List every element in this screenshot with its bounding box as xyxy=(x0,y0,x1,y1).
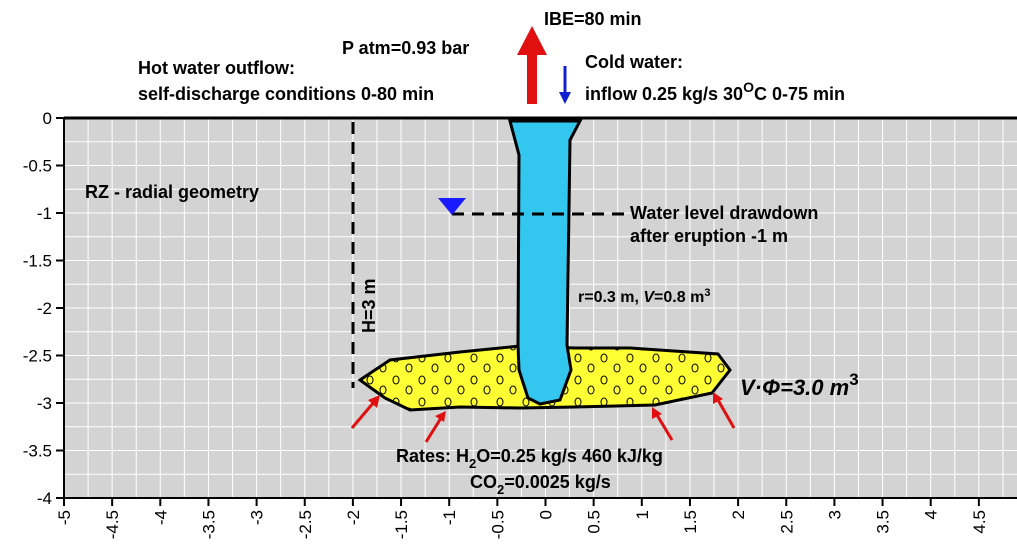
x-tick-label: 4 xyxy=(922,510,941,519)
cold-water-label-line2: inflow 0.25 kg/s 30OC 0-75 min xyxy=(585,79,845,104)
x-axis: -5 -4.5 -4 -3.5 -3 -2.5 -2 -1.5 -1 -0.5 0 0.5 1 1.5 2 2… xyxy=(55,498,989,539)
x-tick-label: 2.5 xyxy=(777,510,796,534)
y-tick-label: -1 xyxy=(37,204,52,223)
patm-label: P atm=0.93 bar xyxy=(342,38,469,58)
x-tick-label: 3.5 xyxy=(874,510,893,534)
y-tick-label: -2 xyxy=(37,299,52,318)
hot-water-label-line1: Hot water outflow: xyxy=(138,58,295,78)
x-tick-label: 0.5 xyxy=(585,510,604,534)
well-radius-label: r=0.3 m, V=0.8 m3 xyxy=(578,287,710,306)
x-tick-label: 1 xyxy=(633,510,652,519)
rates-label: Rates: H2O=0.25 kg/s 460 kJ/kg xyxy=(396,446,663,471)
x-tick-label: -1 xyxy=(440,510,459,525)
x-tick-label: -4 xyxy=(151,510,170,525)
y-tick-label: -3.5 xyxy=(23,442,52,461)
y-tick-label: -4 xyxy=(37,489,52,508)
rate-arrows xyxy=(350,392,736,443)
water-level-marker xyxy=(438,198,466,215)
y-tick-label: 0 xyxy=(43,109,52,128)
reservoir-volume-label: V·Φ=3.0 m3 xyxy=(740,370,859,400)
hot-water-label-line2: self-discharge conditions 0-80 min xyxy=(138,84,434,104)
x-tick-label: 0 xyxy=(537,510,556,519)
x-tick-label: 1.5 xyxy=(681,510,700,534)
ibe-label: IBE=80 min xyxy=(544,9,642,29)
well-column xyxy=(508,119,583,406)
x-tick-label: 3 xyxy=(825,510,844,519)
y-tick-label: -0.5 xyxy=(23,157,52,176)
x-tick-label: 4.5 xyxy=(970,510,989,534)
y-tick-label: -3 xyxy=(37,394,52,413)
height-label: H=3 m xyxy=(359,278,379,333)
y-axis: 0 -0.5 -1 -1.5 -2 -2.5 -3 -3.5 -4 xyxy=(23,109,64,508)
y-tick-label: -1.5 xyxy=(23,252,52,271)
x-tick-label: 2 xyxy=(729,510,748,519)
ibe-up-arrow xyxy=(517,26,547,104)
rz-geometry-label: RZ - radial geometry xyxy=(85,182,259,202)
x-tick-label: -3 xyxy=(248,510,267,525)
cold-water-label-line1: Cold water: xyxy=(585,52,683,72)
x-tick-label: -0.5 xyxy=(488,510,507,539)
x-tick-label: -3.5 xyxy=(199,510,218,539)
cold-water-down-arrow-head xyxy=(559,92,571,104)
x-tick-label: -2.5 xyxy=(296,510,315,539)
x-tick-label: -5 xyxy=(55,510,74,525)
co2-rate-label: CO2=0.0025 kg/s xyxy=(470,472,611,497)
y-tick-label: -2.5 xyxy=(23,347,52,366)
x-tick-label: -4.5 xyxy=(103,510,122,539)
drawdown-label-line2: after eruption -1 m xyxy=(630,226,788,246)
x-tick-label: -2 xyxy=(344,510,363,525)
x-tick-label: -1.5 xyxy=(392,510,411,539)
drawdown-label-line1: Water level drawdown xyxy=(630,203,818,223)
